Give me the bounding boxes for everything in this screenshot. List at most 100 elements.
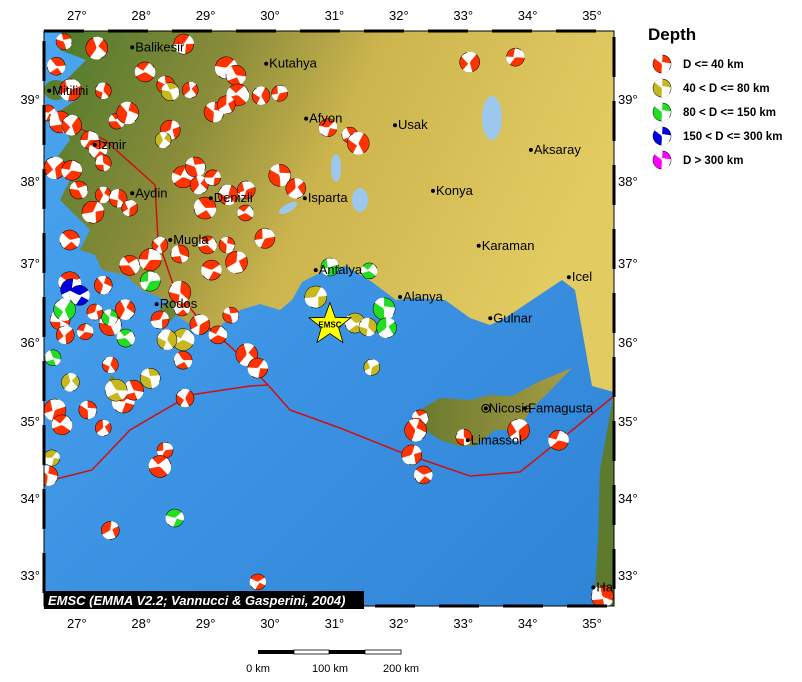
event-beachball[interactable] xyxy=(254,227,277,250)
event-beachball[interactable] xyxy=(356,315,380,339)
event-beachball[interactable] xyxy=(400,415,431,446)
event-beachball[interactable] xyxy=(136,246,164,274)
event-beachball[interactable] xyxy=(171,297,193,319)
event-beachball[interactable] xyxy=(545,426,573,454)
event-beachball[interactable] xyxy=(205,322,230,347)
latitude-tick-label: 38° xyxy=(20,174,40,189)
event-beachball[interactable] xyxy=(153,326,181,354)
event-beachball[interactable] xyxy=(100,520,121,541)
event-beachball[interactable] xyxy=(401,444,422,466)
event-beachball[interactable] xyxy=(504,46,527,69)
event-beachball[interactable] xyxy=(236,180,256,200)
event-beachball[interactable] xyxy=(58,78,82,102)
event-beachball[interactable] xyxy=(92,80,114,102)
event-beachball[interactable] xyxy=(171,32,196,57)
event-beachball[interactable] xyxy=(45,55,68,78)
event-beachball[interactable] xyxy=(197,256,225,284)
event-beachball[interactable] xyxy=(224,64,247,87)
event-beachball[interactable] xyxy=(247,571,270,594)
event-beachball[interactable] xyxy=(99,354,121,376)
event-beachball[interactable] xyxy=(216,234,237,255)
event-beachball[interactable] xyxy=(34,462,61,489)
event-beachball[interactable] xyxy=(106,186,130,210)
event-beachball[interactable] xyxy=(170,244,190,264)
event-beachball[interactable] xyxy=(111,295,139,323)
event-beachball[interactable] xyxy=(131,58,159,86)
event-beachball[interactable] xyxy=(120,198,139,217)
event-beachball[interactable] xyxy=(58,111,86,139)
event-beachball[interactable] xyxy=(234,202,257,225)
event-beachball[interactable] xyxy=(172,385,197,410)
event-beachball[interactable] xyxy=(156,441,175,460)
event-beachball[interactable] xyxy=(343,128,374,159)
event-beachball[interactable] xyxy=(179,79,200,100)
event-beachball[interactable] xyxy=(40,153,69,182)
event-beachball[interactable] xyxy=(58,370,83,395)
event-beachball[interactable] xyxy=(203,168,223,188)
event-beachball[interactable] xyxy=(245,355,271,381)
event-beachball[interactable] xyxy=(139,367,161,389)
event-beachball[interactable] xyxy=(215,94,237,116)
event-beachball[interactable] xyxy=(358,260,380,282)
event-beachball[interactable] xyxy=(93,418,114,439)
event-beachball[interactable] xyxy=(185,156,206,178)
event-beachball[interactable] xyxy=(41,448,62,469)
event-beachball[interactable] xyxy=(91,273,116,298)
event-beachball[interactable] xyxy=(113,98,143,128)
event-beachball[interactable] xyxy=(271,84,289,102)
city-marker: Karaman xyxy=(476,238,534,253)
event-beachball[interactable] xyxy=(55,33,73,50)
city-marker: Rodos xyxy=(154,296,198,311)
event-beachball[interactable] xyxy=(152,129,175,152)
city-dot-icon xyxy=(313,268,318,273)
event-beachball[interactable] xyxy=(504,416,532,444)
event-beachball[interactable] xyxy=(58,157,85,184)
event-beachball[interactable] xyxy=(81,33,112,64)
event-beachball[interactable] xyxy=(370,295,397,322)
event-beachball[interactable] xyxy=(283,175,309,201)
event-beachball[interactable] xyxy=(48,411,76,439)
event-beachball[interactable] xyxy=(114,326,138,350)
event-beachball[interactable] xyxy=(222,306,240,324)
event-beachball[interactable] xyxy=(65,281,93,309)
scale-label-0: 0 km xyxy=(246,663,270,675)
event-beachball[interactable] xyxy=(456,48,484,76)
event-beachball[interactable] xyxy=(145,452,175,482)
event-beachball[interactable] xyxy=(160,82,180,102)
event-beachball[interactable] xyxy=(68,180,89,201)
event-beachball[interactable] xyxy=(191,194,219,222)
event-beachball[interactable] xyxy=(162,506,187,531)
event-beachball[interactable] xyxy=(99,307,121,329)
event-beachball[interactable] xyxy=(81,200,106,225)
event-beachball[interactable] xyxy=(214,181,242,209)
event-beachball[interactable] xyxy=(117,253,142,278)
event-beachball[interactable] xyxy=(49,294,80,325)
event-beachball[interactable] xyxy=(195,233,219,257)
event-beachball[interactable] xyxy=(363,358,382,377)
event-beachball[interactable] xyxy=(94,153,113,172)
event-beachball[interactable] xyxy=(303,284,329,310)
event-beachball[interactable] xyxy=(374,315,400,341)
event-beachball[interactable] xyxy=(320,257,340,277)
event-beachball[interactable] xyxy=(103,377,130,404)
event-beachball[interactable] xyxy=(53,323,77,347)
event-beachball[interactable] xyxy=(223,249,249,275)
event-beachball[interactable] xyxy=(172,349,194,371)
event-beachball[interactable] xyxy=(44,349,62,367)
event-beachball[interactable] xyxy=(56,226,83,253)
event-beachball[interactable] xyxy=(92,184,115,207)
event-beachball[interactable] xyxy=(77,399,99,421)
event-beachball[interactable] xyxy=(86,303,104,321)
event-beachball[interactable] xyxy=(248,83,273,108)
city-label: Nicosia xyxy=(489,400,532,415)
event-beachball[interactable] xyxy=(411,462,436,487)
epicenter-star[interactable]: EMSC xyxy=(307,301,353,344)
event-beachball[interactable] xyxy=(590,585,614,609)
event-beachball[interactable] xyxy=(165,278,194,307)
event-beachball[interactable] xyxy=(316,115,340,139)
event-beachball[interactable] xyxy=(150,310,171,331)
event-beachball[interactable] xyxy=(188,313,212,337)
event-beachball[interactable] xyxy=(138,269,162,293)
depth-legend: Depth D <= 40 km 40 < D <= 80 km 80 < D <=… xyxy=(648,25,782,170)
event-beachball[interactable] xyxy=(74,321,96,343)
